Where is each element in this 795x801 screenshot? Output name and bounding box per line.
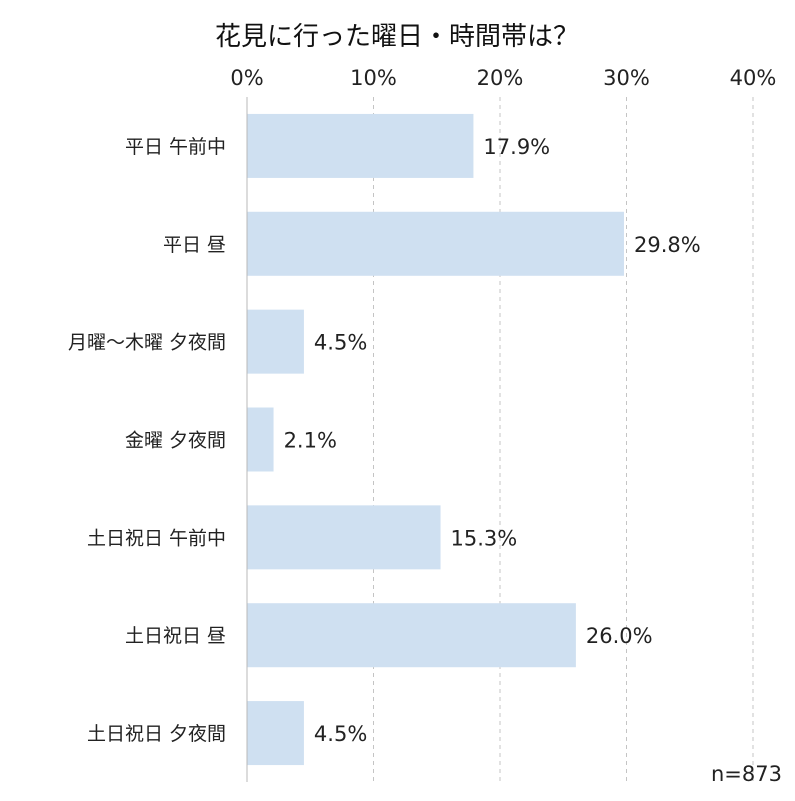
x-tick-label: 10%	[350, 66, 397, 90]
category-label: 金曜 夕夜間	[125, 430, 226, 452]
data-label: 17.9%	[483, 135, 550, 159]
bar	[247, 211, 624, 276]
data-label: 4.5%	[314, 331, 367, 355]
category-label: 土日祝日 夕夜間	[87, 723, 226, 745]
data-label: 26.0%	[586, 624, 653, 648]
x-tick-label: 30%	[603, 66, 650, 90]
bar	[247, 701, 304, 766]
grid-lines	[373, 97, 754, 782]
sample-size-note: n=873	[711, 762, 782, 786]
bar	[247, 407, 274, 472]
data-label: 2.1%	[284, 429, 337, 453]
x-tick-label: 40%	[730, 66, 777, 90]
category-label: 土日祝日 昼	[125, 625, 226, 647]
category-label: 土日祝日 午前中	[87, 527, 226, 549]
data-label: 15.3%	[451, 526, 518, 550]
data-label: 4.5%	[314, 722, 367, 746]
data-label: 29.8%	[634, 233, 701, 257]
chart-title: 花見に行った曜日・時間帯は？	[215, 22, 579, 52]
bar	[247, 505, 441, 570]
x-tick-label: 20%	[477, 66, 524, 90]
category-label: 平日 昼	[163, 234, 226, 256]
bars: 平日 午前中 17.9% 平日 昼 29.8% 月曜～木曜 夕夜間 4.5% 金曜 夕夜間 2…	[68, 113, 701, 766]
bar	[247, 309, 304, 374]
x-axis-ticks: 0% 10% 20% 30% 40%	[230, 66, 776, 90]
bar	[247, 113, 474, 178]
x-tick-label: 0%	[230, 66, 263, 90]
bar	[247, 603, 576, 668]
category-label: 月曜～木曜 夕夜間	[68, 332, 226, 354]
category-label: 平日 午前中	[125, 136, 226, 158]
